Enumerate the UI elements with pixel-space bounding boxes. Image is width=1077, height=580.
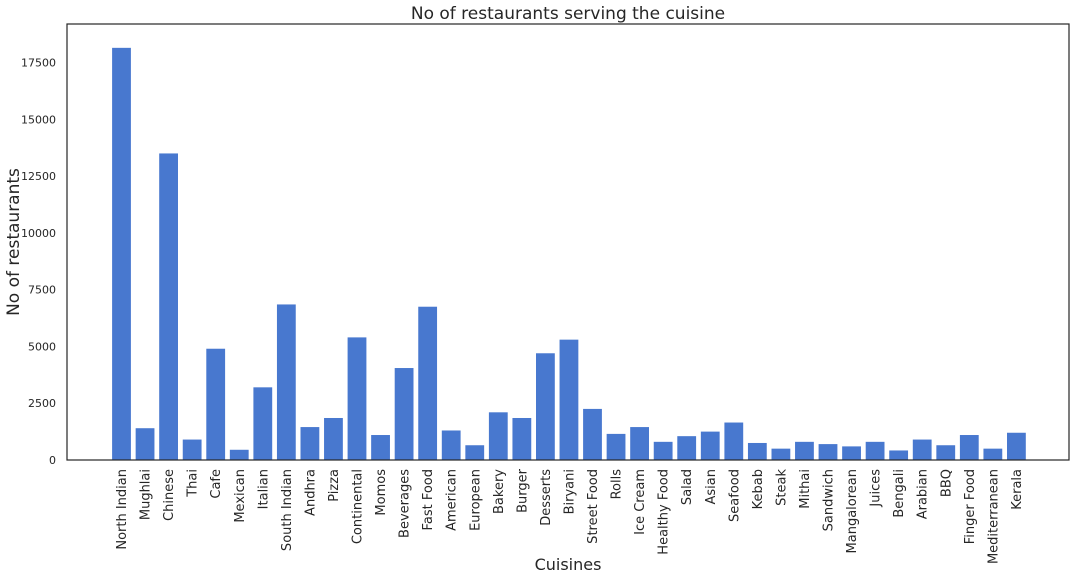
bar-biryani	[559, 339, 579, 460]
x-tick-label: Bakery	[492, 469, 507, 514]
x-tick-label: Arabian	[916, 469, 931, 519]
bar-bbq	[936, 445, 956, 460]
x-tick-label: BBQ	[939, 469, 954, 497]
x-tick-label: North Indian	[115, 469, 130, 550]
bar-chinese	[159, 153, 178, 460]
x-tick-label: Chinese	[162, 469, 177, 521]
y-axis: 0 2500 5000 7500 10000 12500 15000 17500	[21, 57, 56, 467]
bar-ice-cream	[630, 427, 649, 460]
bar-rolls	[606, 433, 626, 460]
bar-salad	[677, 436, 697, 460]
bar-continental	[347, 337, 367, 461]
x-tick-label: European	[468, 469, 483, 531]
x-tick-label: Kerala	[1010, 469, 1025, 510]
bar-juices	[865, 441, 885, 460]
x-tick-label: Beverages	[398, 469, 413, 538]
bar-sandwich	[818, 444, 838, 460]
y-tick-label: 10000	[21, 227, 56, 240]
bar-momos	[371, 435, 390, 460]
bar-thai	[182, 439, 202, 460]
bar-burger	[512, 417, 532, 460]
bar-pizza	[324, 417, 343, 460]
x-tick-label: Mughlai	[139, 469, 154, 520]
x-tick-label: Momos	[374, 469, 389, 516]
x-tick-label: Asian	[704, 469, 719, 504]
x-tick-label: Street Food	[586, 469, 601, 544]
bar-mexican	[229, 449, 249, 460]
bar-mughlai	[135, 428, 155, 460]
x-axis: North Indian Mughlai Chinese Thai Cafe Mexica…	[115, 468, 1025, 564]
x-tick-label: Continental	[351, 469, 366, 544]
bar-finger-food	[959, 435, 979, 460]
bar-european	[465, 445, 485, 460]
y-tick-label: 12500	[21, 170, 56, 183]
x-tick-label: Desserts	[539, 469, 554, 526]
bar-beverages	[394, 368, 414, 460]
bar-north-indian	[112, 47, 131, 461]
bar-kerala	[1007, 432, 1026, 460]
plot-area-frame	[66, 23, 1070, 461]
bar-arabian	[912, 439, 932, 460]
x-tick-label: Sandwich	[822, 469, 837, 531]
y-tick-label: 17500	[21, 57, 56, 70]
x-tick-label: Salad	[680, 469, 695, 505]
x-tick-label: Bengali	[892, 469, 907, 518]
x-tick-label: Mexican	[233, 469, 248, 523]
x-tick-label: Mediterranean	[986, 469, 1001, 564]
bar-south-indian	[276, 304, 296, 460]
y-tick-label: 0	[49, 454, 56, 467]
bar-kebab	[747, 442, 767, 460]
y-tick-label: 2500	[28, 397, 56, 410]
chart-title: No of restaurants serving the cuisine	[411, 4, 725, 24]
x-tick-label: Italian	[256, 469, 271, 509]
bar-mediterranean	[983, 448, 1003, 460]
x-tick-label: Kebab	[751, 469, 766, 509]
bar-andhra	[300, 427, 320, 460]
bars-group	[112, 47, 1026, 461]
x-tick-label: Juices	[869, 469, 884, 508]
bar-mangalorean	[842, 446, 861, 461]
x-tick-label: Mangalorean	[845, 469, 860, 553]
x-tick-label: Biryani	[562, 469, 577, 514]
bar-seafood	[724, 422, 744, 460]
x-tick-label: Fast Food	[421, 469, 436, 530]
bar-italian	[253, 387, 273, 460]
x-tick-label: Pizza	[327, 469, 342, 502]
bar-steak	[771, 448, 791, 460]
x-tick-label: Healthy Food	[657, 469, 672, 555]
x-tick-label: Mithai	[798, 469, 813, 509]
y-axis-label: No of restaurants	[4, 168, 24, 316]
bar-asian	[700, 431, 720, 460]
x-tick-label: Andhra	[303, 469, 318, 516]
x-tick-label: Thai	[186, 469, 201, 498]
x-tick-label: South Indian	[280, 469, 295, 551]
x-tick-label: Rolls	[610, 469, 625, 500]
x-tick-label: Burger	[515, 468, 530, 513]
y-tick-label: 15000	[21, 113, 56, 126]
bar-bengali	[889, 450, 909, 460]
x-tick-label: Seafood	[727, 469, 742, 522]
x-axis-label: Cuisines	[535, 555, 602, 574]
x-tick-label: Ice Cream	[633, 469, 648, 535]
x-tick-label: Cafe	[209, 469, 224, 499]
bar-american	[441, 430, 461, 460]
bar-fast-food	[418, 306, 438, 460]
bar-desserts	[536, 353, 555, 460]
x-tick-label: Steak	[774, 469, 789, 506]
bar-healthy-food	[653, 441, 673, 460]
x-tick-label: American	[445, 469, 460, 531]
y-tick-label: 5000	[28, 340, 56, 353]
bar-bakery	[488, 412, 508, 460]
bar-cafe	[206, 348, 226, 460]
bar-mithai	[795, 441, 814, 460]
y-tick-label: 7500	[28, 284, 56, 297]
bar-street-food	[583, 408, 602, 460]
x-tick-label: Finger Food	[963, 469, 978, 544]
